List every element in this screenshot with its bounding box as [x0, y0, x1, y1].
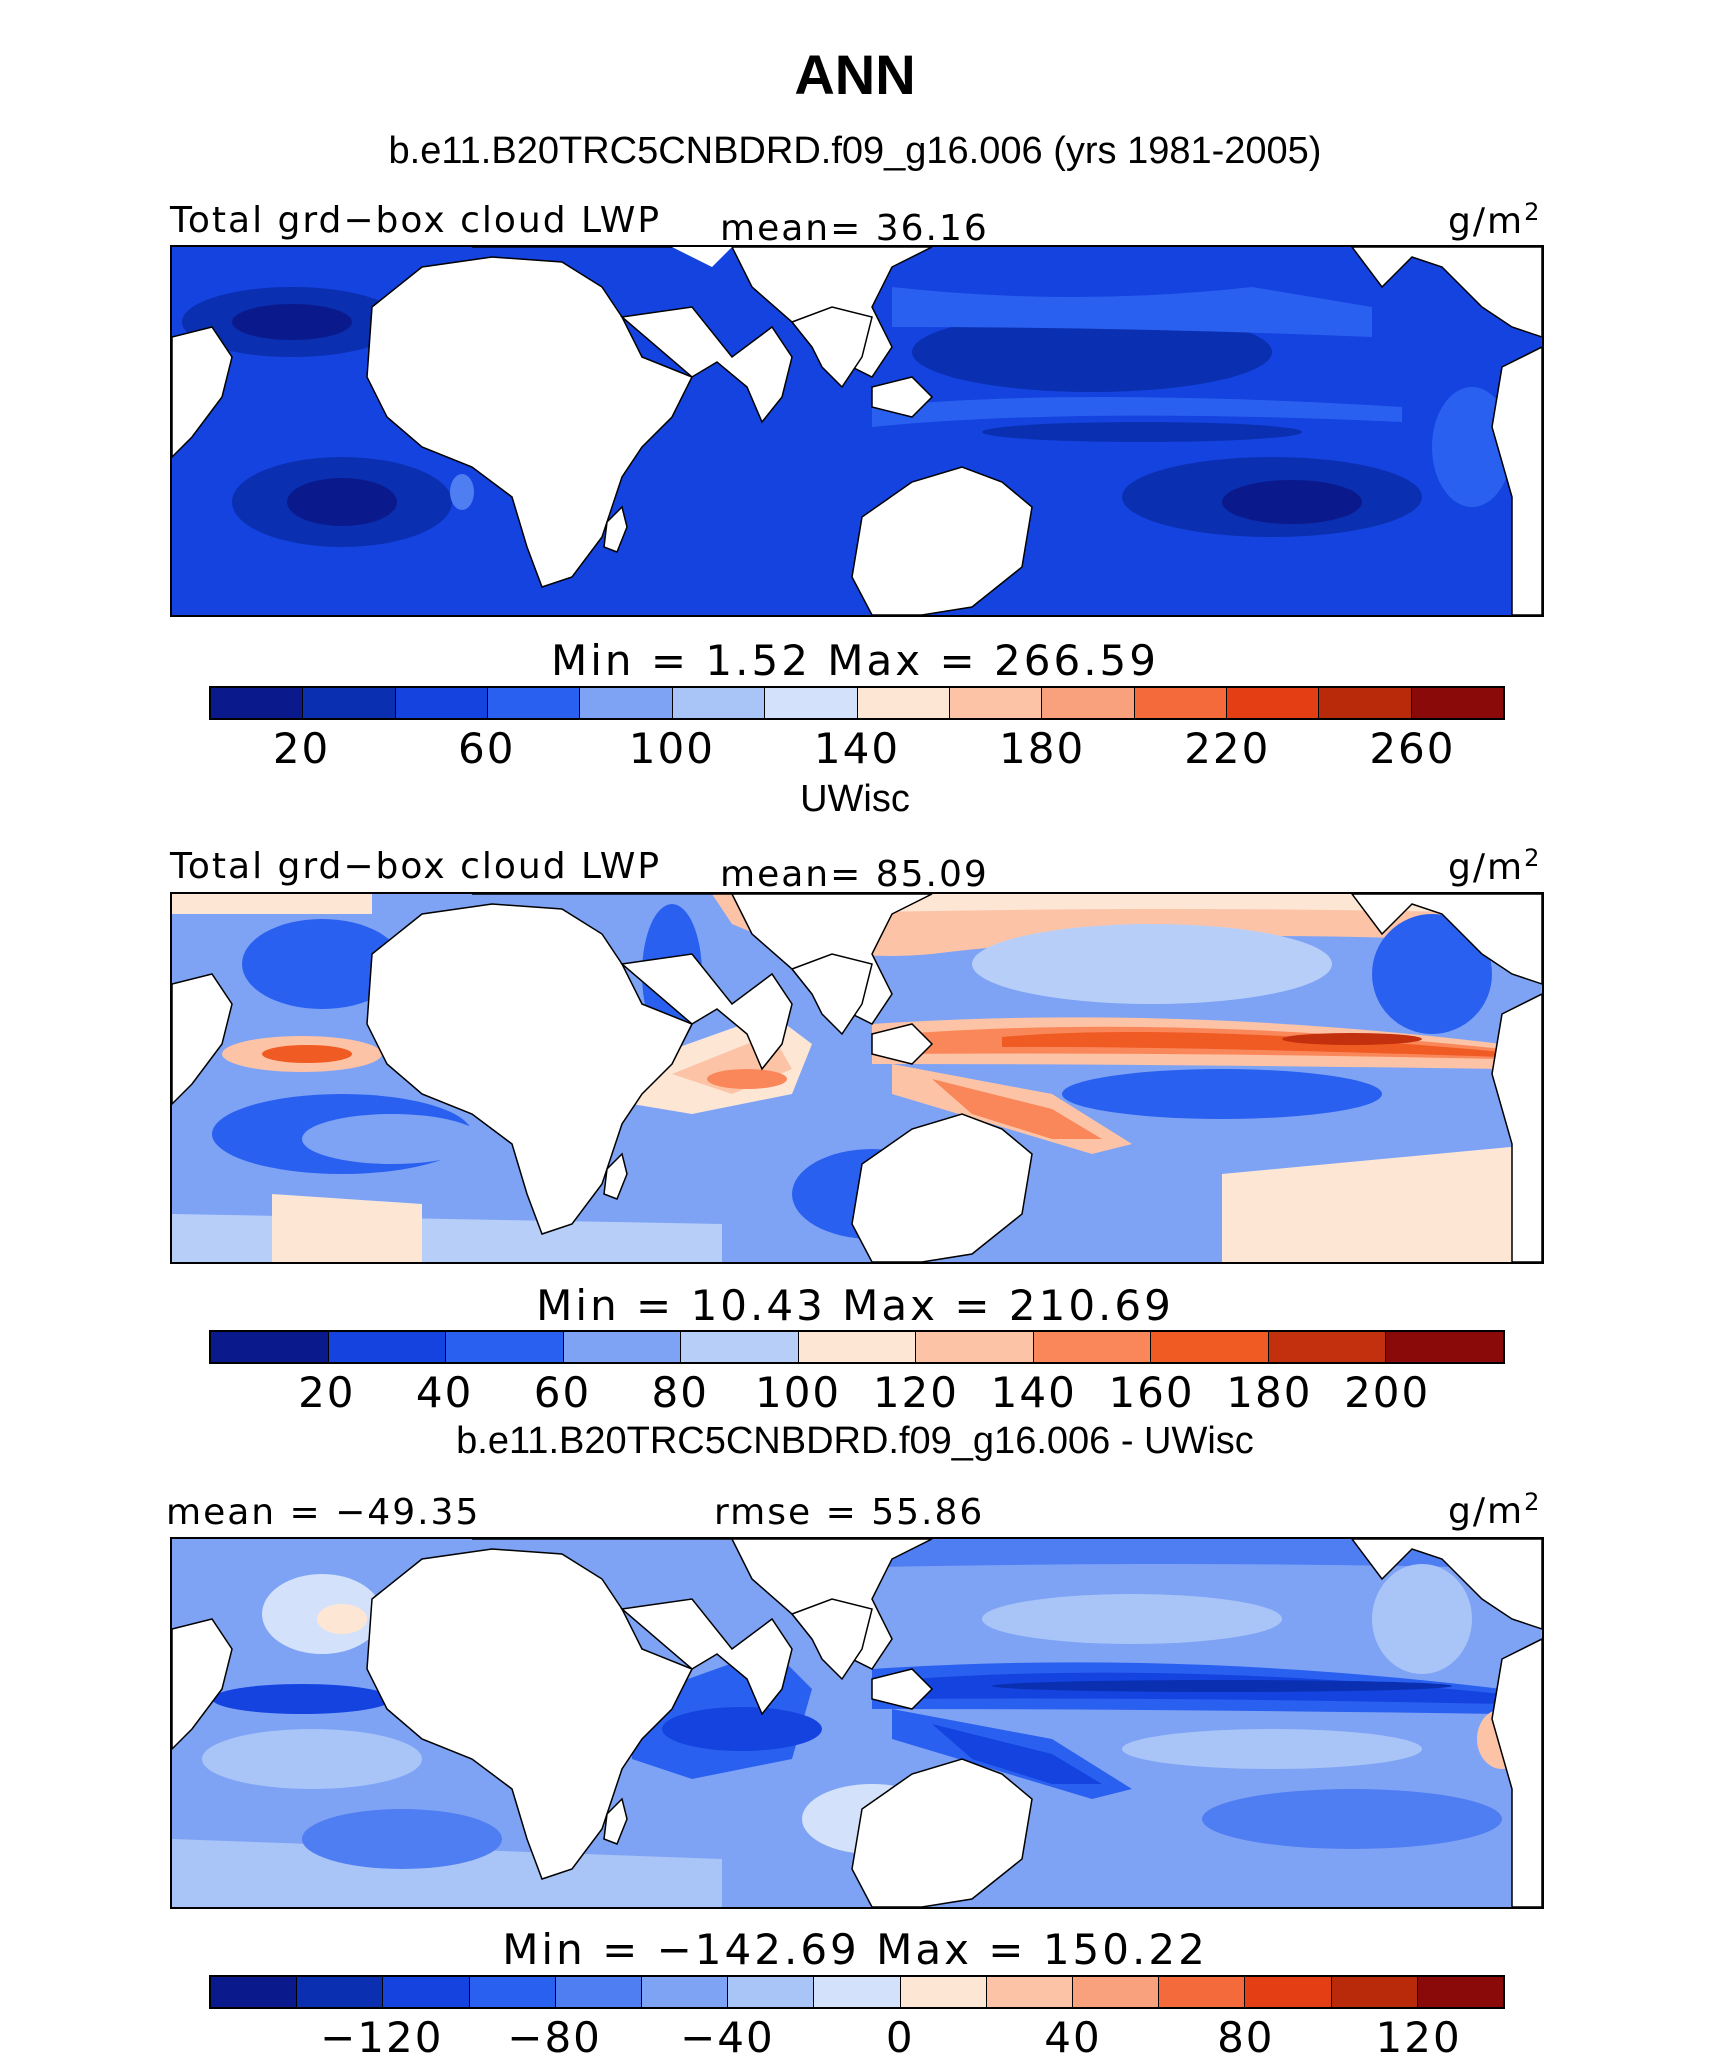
colorbar-tick-label: 160	[1108, 1368, 1195, 1417]
colorbar-swatch	[642, 1977, 729, 2007]
colorbar-swatch	[1319, 688, 1412, 718]
colorbar-swatch	[672, 688, 766, 718]
units-label: g/m2	[1448, 1488, 1542, 1532]
units-label: g/m2	[1448, 844, 1542, 888]
colorbar-tick-label: 20	[298, 1368, 356, 1417]
colorbar-swatch	[446, 1332, 564, 1362]
colorbar-tick-label: 80	[651, 1368, 709, 1417]
panel-heading: b.e11.B20TRC5CNBDRD.f09_g16.006 - UWisc	[456, 1420, 1254, 1462]
colorbar-swatch	[328, 1332, 447, 1362]
colorbar-tick-label: −80	[507, 2013, 602, 2062]
panel-mean-label: mean= 36.16	[720, 208, 989, 249]
figure-subtitle: b.e11.B20TRC5CNBDRD.f09_g16.006 (yrs 198…	[388, 130, 1322, 172]
colorbar-swatch	[1073, 1977, 1160, 2007]
colorbar-swatch	[1042, 688, 1135, 718]
colorbar-swatch	[857, 688, 950, 718]
colorbar-swatch	[469, 1977, 556, 2007]
colorbar-swatch	[1268, 1332, 1387, 1362]
colorbar-swatch	[1159, 1977, 1246, 2007]
colorbar-swatch	[1134, 688, 1227, 718]
panel-mean-label: mean = −49.35	[166, 1492, 481, 1533]
panel-left-label: Total grd−box cloud LWP	[170, 846, 662, 887]
colorbar-tick-label: 40	[1044, 2013, 1102, 2062]
colorbar-tick-label: 140	[813, 724, 901, 773]
colorbar-tick-label: 260	[1369, 724, 1456, 773]
figure-title: ANN	[794, 43, 916, 106]
minmax-label: Min = −142.69 Max = 150.22	[502, 1925, 1208, 1974]
minmax-label: Min = 1.52 Max = 266.59	[551, 636, 1159, 685]
map-model-lwp	[170, 245, 1544, 617]
colorbar-swatch	[1245, 1977, 1332, 2007]
colorbar-swatch	[916, 1332, 1034, 1362]
colorbar-swatch	[949, 688, 1043, 718]
colorbar-obs	[209, 1330, 1505, 1364]
colorbar-tick-label: 180	[999, 724, 1086, 773]
colorbar-tick-label: 200	[1344, 1368, 1431, 1417]
colorbar-swatch	[555, 1977, 643, 2007]
colorbar-swatch	[798, 1332, 917, 1362]
panel-left-label: Total grd−box cloud LWP	[170, 200, 662, 241]
colorbar-swatch	[211, 688, 304, 718]
panel-mean-label: mean= 85.09	[720, 854, 989, 895]
colorbar-swatch	[488, 688, 581, 718]
colorbar-tick-label: 120	[872, 1368, 959, 1417]
colorbar-tick-label: −120	[320, 2013, 444, 2062]
colorbar-swatch	[1411, 688, 1504, 718]
colorbar-swatch	[814, 1977, 901, 2007]
colorbar-swatch	[1033, 1332, 1152, 1362]
colorbar-swatch	[681, 1332, 799, 1362]
colorbar-swatch	[1417, 1977, 1504, 2007]
colorbar-swatch	[563, 1332, 682, 1362]
colorbar-tick-label: 20	[272, 724, 331, 773]
colorbar-swatch	[765, 688, 858, 718]
colorbar-swatch	[211, 1977, 298, 2007]
colorbar-tick-label: 60	[457, 724, 516, 773]
panel-rmse-label: rmse = 55.86	[714, 1492, 985, 1533]
map-obs-lwp	[170, 892, 1544, 1264]
colorbar-swatch	[728, 1977, 815, 2007]
colorbar-tick-label: −40	[680, 2013, 775, 2062]
colorbar-swatch	[303, 688, 396, 718]
colorbar-model	[209, 686, 1505, 720]
colorbar-swatch	[395, 688, 489, 718]
colorbar-diff	[209, 1975, 1505, 2009]
colorbar-tick-label: 60	[533, 1368, 592, 1417]
colorbar-tick-label: 0	[885, 2013, 915, 2062]
map-diff-lwp	[170, 1537, 1544, 1909]
colorbar-tick-label: 100	[628, 724, 715, 773]
colorbar-swatch	[211, 1332, 329, 1362]
colorbar-swatch	[297, 1977, 384, 2007]
colorbar-swatch	[900, 1977, 987, 2007]
colorbar-swatch	[1331, 1977, 1418, 2007]
colorbar-swatch	[986, 1977, 1074, 2007]
panel-heading: UWisc	[800, 778, 910, 820]
colorbar-swatch	[1151, 1332, 1269, 1362]
colorbar-tick-label: 120	[1375, 2013, 1462, 2062]
colorbar-swatch	[580, 688, 673, 718]
colorbar-swatch	[1226, 688, 1320, 718]
minmax-label: Min = 10.43 Max = 210.69	[536, 1281, 1174, 1330]
colorbar-swatch	[383, 1977, 470, 2007]
colorbar-swatch	[1386, 1332, 1504, 1362]
colorbar-tick-label: 220	[1184, 724, 1271, 773]
colorbar-tick-label: 40	[415, 1368, 474, 1417]
colorbar-tick-label: 140	[990, 1368, 1077, 1417]
colorbar-tick-label: 80	[1217, 2013, 1275, 2062]
units-label: g/m2	[1448, 198, 1542, 242]
colorbar-tick-label: 100	[754, 1368, 842, 1417]
colorbar-tick-label: 180	[1226, 1368, 1313, 1417]
